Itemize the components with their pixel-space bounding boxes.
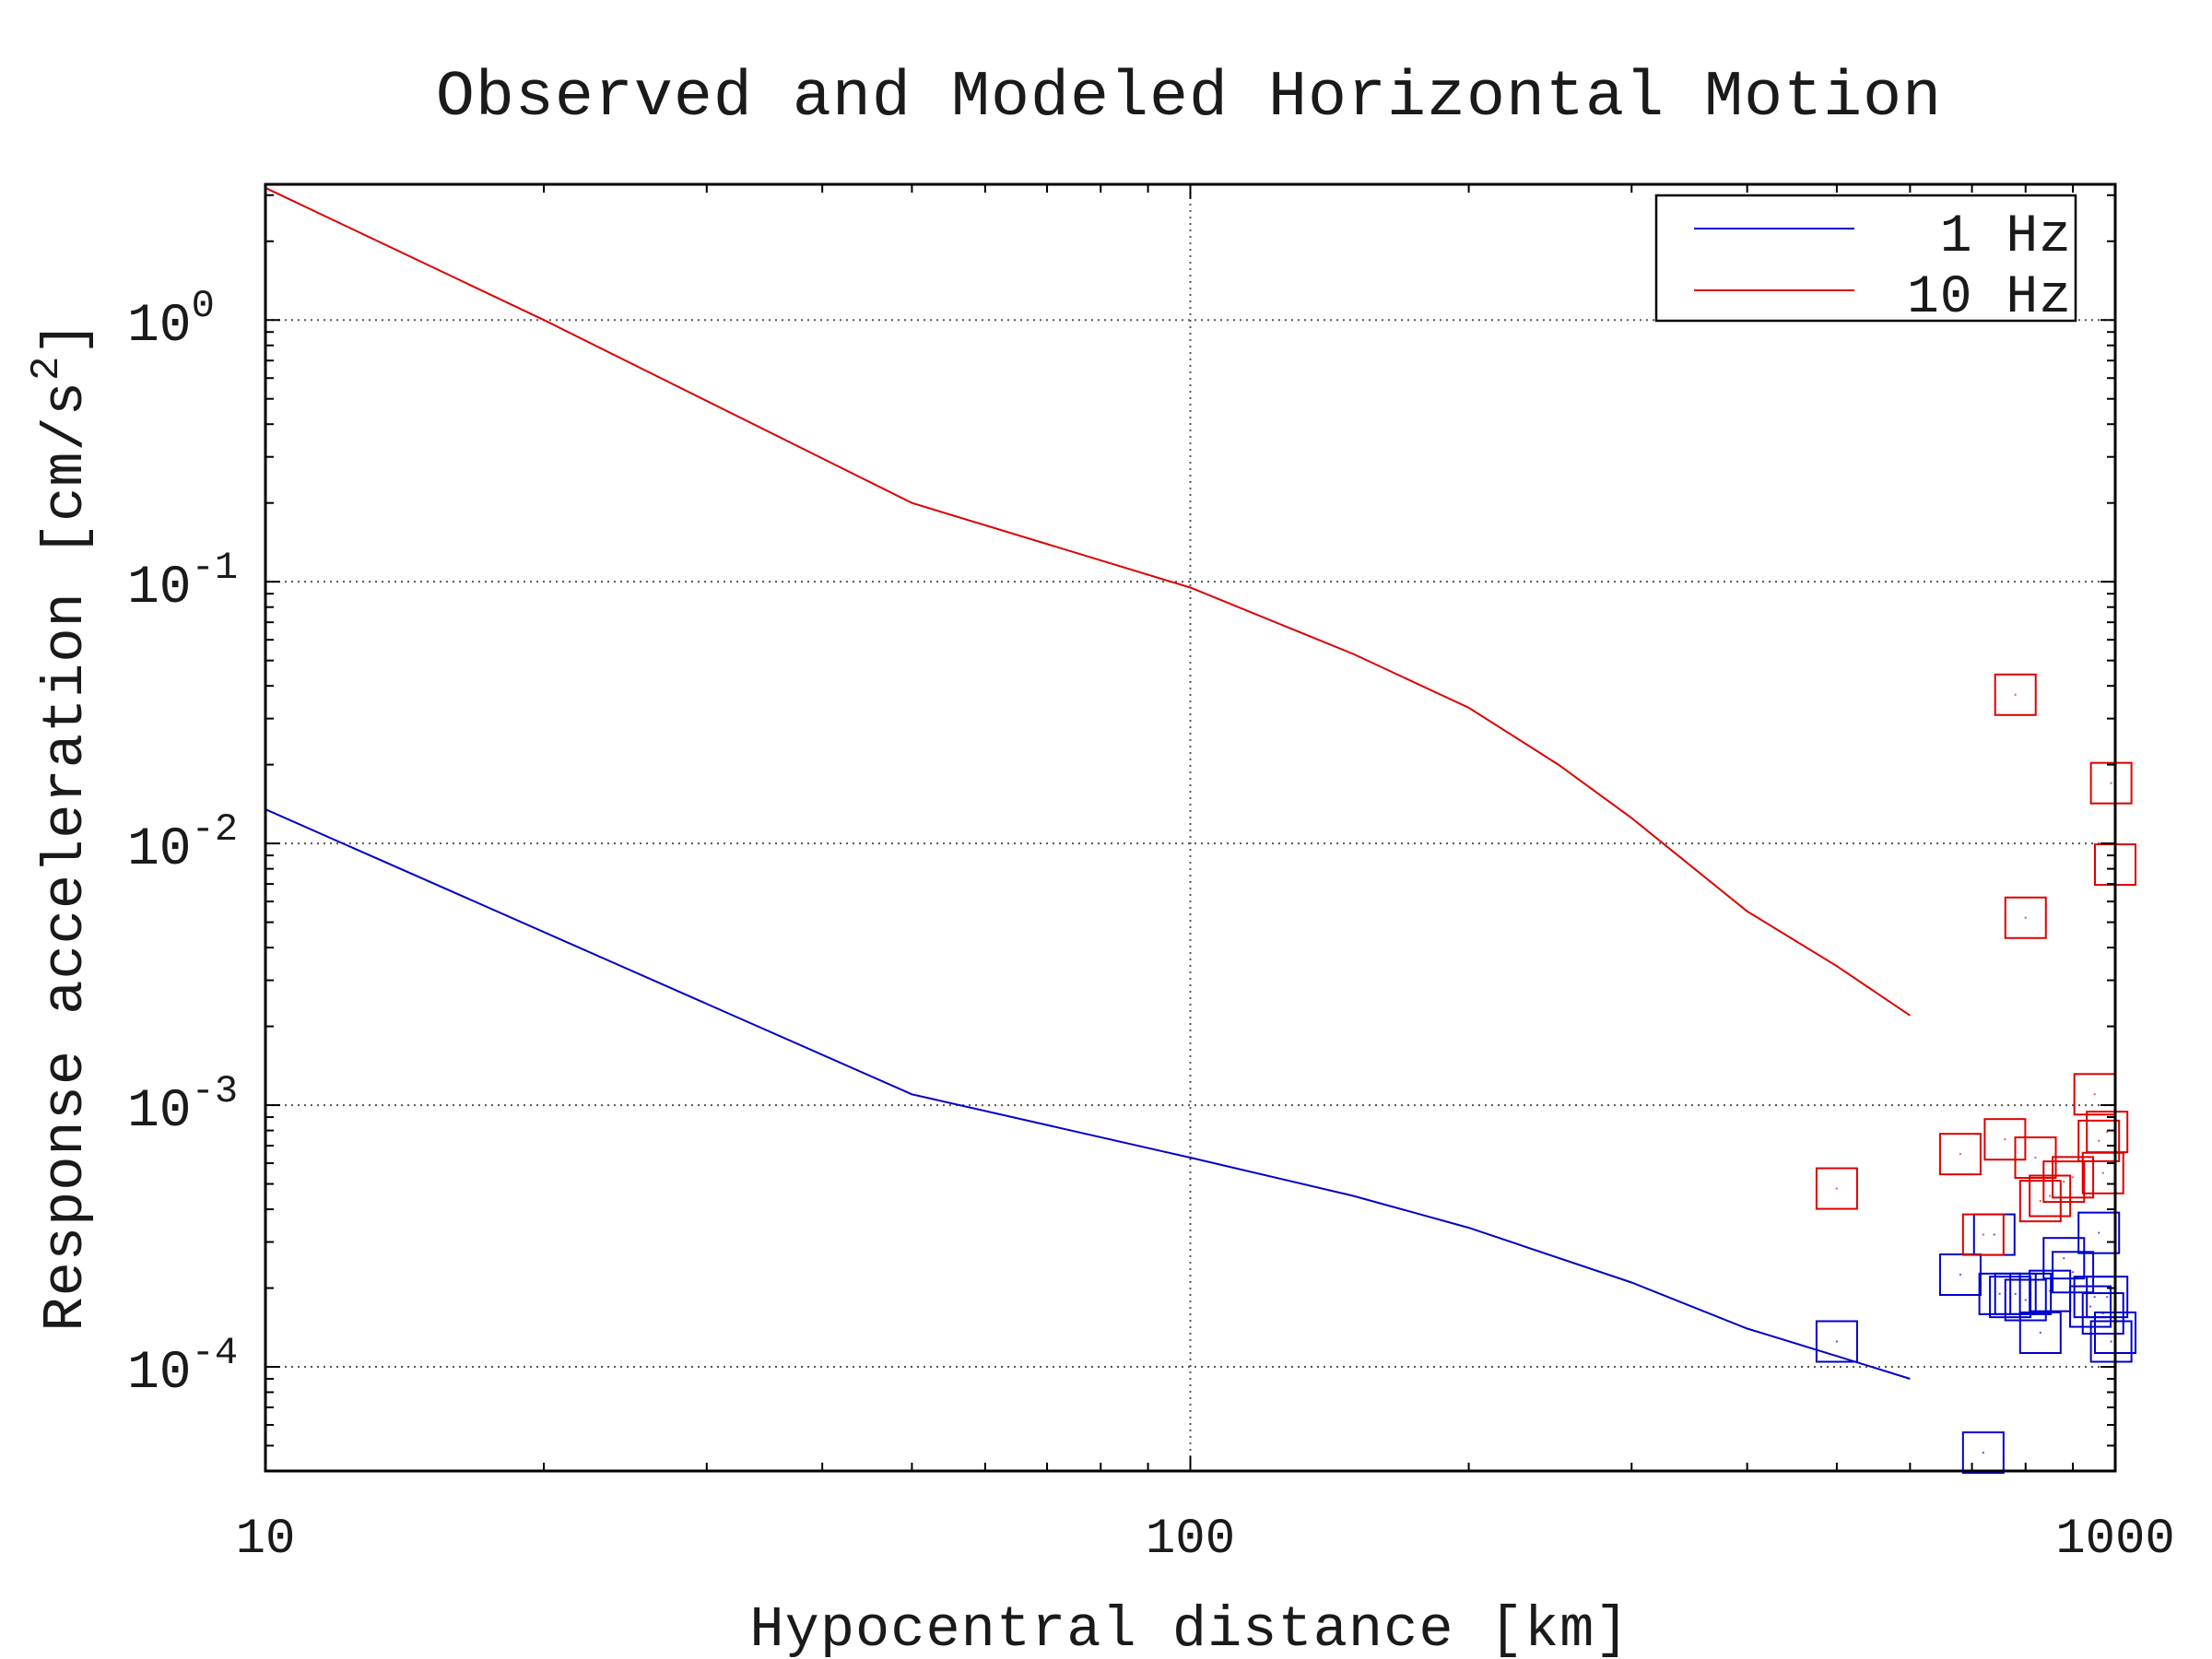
x-tick-label: 100: [1146, 1512, 1235, 1568]
observed-point-1hz: [2018, 1311, 2062, 1354]
observed-point-10hz: [1994, 673, 2037, 716]
observed-point-dot-10hz: [2063, 1180, 2065, 1183]
observed-point-dot-10hz: [2034, 1156, 2037, 1159]
y-tick-label: 10-2: [127, 807, 238, 880]
observed-point-1hz: [2004, 1278, 2047, 1322]
observed-point-dot-1hz: [2088, 1305, 2092, 1308]
observed-point-dot-10hz: [1959, 1152, 1962, 1156]
observed-point-dot-1hz: [2048, 1289, 2052, 1292]
legend-label-10hz: 10 Hz: [1907, 268, 2072, 328]
y-tick-exponent: -3: [192, 1069, 238, 1113]
observed-point-10hz: [2089, 761, 2133, 805]
y-tick-base: 10: [127, 559, 192, 618]
y-axis-label-close: ]: [33, 320, 99, 355]
y-tick-exponent: -2: [192, 807, 238, 852]
observed-point-dot-1hz: [1982, 1451, 1985, 1454]
legend: 1 Hz 10 Hz: [1654, 194, 2077, 328]
observed-point-dot-1hz: [2105, 1295, 2109, 1299]
observed-point-10hz: [1938, 1133, 1982, 1176]
observed-point-10hz: [1815, 1167, 1858, 1210]
observed-point-10hz: [1961, 1213, 2005, 1256]
y-tick-base: 10: [127, 820, 192, 880]
observed-point-dot-1hz: [2098, 1231, 2100, 1234]
observed-point-dot-10hz: [2101, 1171, 2104, 1174]
y-tick-label: 100: [127, 284, 215, 357]
observed-point-dot-1hz: [1993, 1233, 1995, 1236]
x-tick-label: 10: [236, 1512, 296, 1568]
observed-point-dot-10hz: [2048, 1194, 2052, 1197]
observed-point-dot-1hz: [1959, 1273, 1962, 1277]
legend-label-1hz: 1 Hz: [1940, 207, 2072, 267]
observed-point-dot-10hz: [1835, 1187, 1839, 1190]
series-lines: [265, 186, 1911, 1380]
observed-point-dot-1hz: [2063, 1256, 2065, 1260]
observed-point-10hz: [2086, 1111, 2129, 1154]
observed-point-dot-10hz: [2024, 916, 2027, 919]
observed-point-dot-1hz: [2093, 1295, 2096, 1299]
y-axis-label-main: Response acceleration [cm/s: [33, 381, 99, 1332]
observed-point-dot-10hz: [2110, 782, 2112, 784]
observed-point-10hz: [2042, 1160, 2086, 1204]
observed-point-dot-1hz: [2071, 1271, 2075, 1274]
x-axis-label: Hypocentral distance [km]: [749, 1597, 1630, 1659]
observed-point-dot-10hz: [2071, 1176, 2075, 1179]
observed-point-dot-10hz: [2014, 693, 2017, 696]
observed-point-1hz: [2042, 1237, 2086, 1280]
y-axis-label: Response acceleration [cm/s2]: [24, 320, 99, 1331]
y-tick-exponent: -4: [192, 1331, 238, 1375]
y-tick-base: 10: [127, 1344, 192, 1404]
y-tick-label: 10-3: [127, 1069, 238, 1142]
y-tick-exponent: -1: [192, 546, 238, 590]
observed-point-10hz: [2052, 1156, 2095, 1199]
observed-point-10hz: [2004, 896, 2047, 939]
observed-point-dot-10hz: [2004, 1137, 2006, 1141]
observed-point-1hz: [2077, 1211, 2121, 1254]
observed-point-1hz: [2052, 1251, 2095, 1294]
observed-point-dot-10hz: [2093, 1093, 2096, 1096]
x-tick-labels: 10 100 1000: [236, 1512, 2175, 1568]
observed-points: [1815, 673, 2136, 1475]
observed-point-dot-10hz: [1982, 1233, 1985, 1236]
observed-point-dot-10hz: [2098, 1139, 2100, 1143]
y-tick-label: 10-1: [127, 546, 238, 618]
observed-point-dot-1hz: [1998, 1292, 2001, 1296]
y-tick-base: 10: [127, 297, 192, 357]
observed-point-1hz: [2086, 1276, 2129, 1319]
legend-box: [1654, 194, 2077, 323]
observed-point-dot-1hz: [2039, 1331, 2041, 1335]
observed-point-dot-1hz: [2014, 1292, 2017, 1296]
chart-title: Observed and Modeled Horizontal Motion: [436, 62, 1942, 135]
observed-point-dot-10hz: [2039, 1199, 2041, 1203]
y-tick-base: 10: [127, 1082, 192, 1142]
y-tick-label: 10-4: [127, 1331, 238, 1404]
observed-point-1hz: [1961, 1431, 2005, 1475]
observed-point-1hz: [2089, 1320, 2133, 1363]
observed-point-dot-1hz: [1835, 1340, 1839, 1343]
y-axis-label-superscript: 2: [24, 356, 70, 381]
y-tick-exponent: 0: [192, 284, 215, 328]
series-line-1hz: [265, 808, 1911, 1380]
x-tick-label: 1000: [2055, 1512, 2175, 1568]
grid: [265, 184, 2115, 1471]
observed-point-10hz: [1983, 1118, 2027, 1161]
observed-point-dot-1hz: [2024, 1299, 2027, 1301]
observed-point-10hz: [2077, 1119, 2121, 1162]
observed-point-dot-1hz: [2110, 1340, 2112, 1343]
observed-point-10hz: [2029, 1174, 2072, 1218]
tick-marks: [265, 184, 2116, 1472]
observed-point-1hz: [1938, 1253, 1982, 1297]
observed-point-1hz: [2081, 1292, 2124, 1335]
observed-point-1hz: [1815, 1320, 1858, 1363]
series-line-10hz: [265, 186, 1911, 1017]
